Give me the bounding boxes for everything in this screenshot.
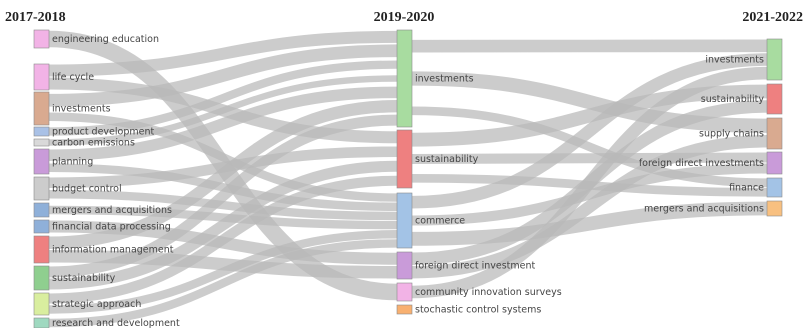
node-label-foreign-direct-investments: foreign direct investments (639, 158, 764, 169)
column-title-2017-2018: 2017-2018 (5, 10, 66, 25)
column-title-2021-2022: 2021-2022 (742, 10, 803, 25)
node-2017-2018-financial-data-processing[interactable] (33, 219, 50, 234)
link-commerce-to-investments (411, 53, 768, 209)
node-2017-2018-information-management[interactable] (33, 235, 50, 264)
node-2017-2018-investments[interactable] (33, 91, 50, 126)
node-label-investments: investments (705, 55, 764, 66)
node-label-research-and-development: research and development (52, 318, 180, 328)
link-sustainability-to-investments (48, 114, 398, 278)
link-budget-control-to-commerce (48, 190, 398, 221)
link-investments-to-commerce (48, 112, 398, 202)
link-life-cycle-to-investments (48, 30, 398, 77)
labels-layer: engineering education life cycle investmen… (52, 34, 764, 328)
node-label-mergers-and-acquisitions: mergers and acquisitions (52, 205, 172, 216)
node-2021-2022-investments[interactable] (766, 38, 783, 81)
node-2017-2018-mergers-and-acquisitions[interactable] (33, 202, 50, 218)
node-label-budget-control: budget control (52, 184, 122, 195)
link-carbon-emissions-to-investments (48, 75, 398, 146)
link-commerce-to-foreign-direct-investments (411, 163, 768, 226)
node-2019-2020-community-innovation-surveys[interactable] (396, 282, 413, 302)
node-2019-2020-sustainability[interactable] (396, 129, 413, 189)
link-sustainability-to-sustainability (411, 84, 768, 147)
link-sustainability-to-foreign-direct-investments (411, 152, 768, 165)
link-foreign-direct-investment-to-supply-chains (411, 135, 768, 279)
node-label-engineering-education: engineering education (52, 34, 159, 45)
node-2019-2020-investments[interactable] (396, 29, 413, 128)
node-2021-2022-supply-chains[interactable] (766, 117, 783, 150)
node-2019-2020-stochastic-control-systems[interactable] (396, 304, 413, 315)
node-label-supply-chains: supply chains (699, 129, 764, 140)
node-label-planning: planning (52, 157, 93, 168)
node-2017-2018-strategic-approach[interactable] (33, 292, 50, 316)
link-commerce-to-mergers-and-acquisitions (411, 201, 768, 246)
node-label-investments: investments (52, 104, 111, 115)
node-label-community-innovation-surveys: community innovation surveys (415, 287, 562, 298)
node-2021-2022-sustainability[interactable] (766, 83, 783, 115)
node-label-stochastic-control-systems: stochastic control systems (415, 305, 541, 316)
node-label-sustainability: sustainability (701, 94, 765, 105)
node-2017-2018-planning[interactable] (33, 148, 50, 175)
node-2017-2018-engineering-education[interactable] (33, 29, 50, 49)
link-community-innovation-surveys-to-investments (411, 66, 768, 299)
link-strategic-approach-to-commerce (48, 230, 398, 314)
node-label-sustainability: sustainability (415, 154, 479, 165)
node-label-sustainability: sustainability (52, 273, 116, 284)
link-planning-to-commerce (48, 163, 398, 211)
nodes-layer (33, 29, 783, 328)
node-2019-2020-commerce[interactable] (396, 192, 413, 249)
node-label-foreign-direct-investment: foreign direct investment (415, 261, 536, 272)
node-2019-2020-foreign-direct-investment[interactable] (396, 251, 413, 280)
link-mergers-and-acquisitions-to-commerce (48, 205, 398, 230)
node-label-financial-data-processing: financial data processing (52, 222, 171, 233)
link-research-and-development-to-commerce (48, 239, 398, 328)
node-2017-2018-budget-control[interactable] (33, 176, 50, 201)
node-label-strategic-approach: strategic approach (52, 299, 141, 310)
link-planning-to-investments (48, 86, 398, 161)
link-investments-to-investments (48, 44, 398, 107)
node-2017-2018-carbon-emissions[interactable] (33, 138, 50, 147)
node-2017-2018-sustainability[interactable] (33, 265, 50, 291)
node-2021-2022-mergers-and-acquisitions[interactable] (766, 200, 783, 217)
node-label-product-development: product development (52, 127, 155, 138)
node-2021-2022-foreign-direct-investments[interactable] (766, 151, 783, 175)
node-2017-2018-research-and-development[interactable] (33, 317, 50, 328)
node-label-carbon-emissions: carbon emissions (52, 138, 135, 149)
column-title-2019-2020: 2019-2020 (374, 10, 435, 25)
node-label-commerce: commerce (415, 216, 465, 227)
link-information-management-to-investments (48, 100, 398, 249)
node-2021-2022-finance[interactable] (766, 177, 783, 198)
node-label-mergers-and-acquisitions: mergers and acquisitions (644, 204, 764, 215)
node-label-life-cycle: life cycle (52, 72, 94, 83)
link-sustainability-to-sustainability (48, 160, 398, 290)
node-label-finance: finance (729, 183, 764, 194)
node-2017-2018-product-development[interactable] (33, 126, 50, 137)
node-label-investments: investments (415, 74, 474, 85)
link-investments-to-finance (411, 106, 768, 188)
link-product-development-to-investments (48, 60, 398, 136)
link-strategic-approach-to-sustainability (48, 175, 398, 304)
node-2017-2018-life-cycle[interactable] (33, 63, 50, 91)
link-information-management-to-foreign-direct-investment (48, 250, 398, 279)
link-investments-to-supply-chains (411, 71, 768, 133)
links-layer (48, 30, 768, 328)
node-label-information-management: information management (52, 245, 174, 256)
